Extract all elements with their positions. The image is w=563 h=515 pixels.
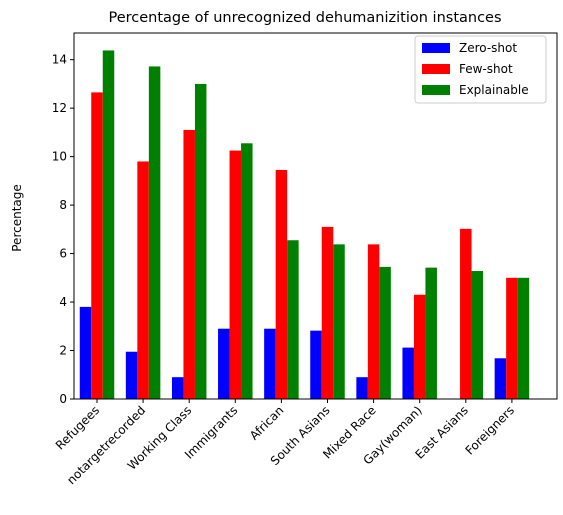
bar-explainable-1: [148, 66, 161, 399]
bar-explainable-0: [102, 50, 115, 399]
bar-few-shot-3: [229, 150, 242, 399]
legend-label-explainable: Explainable: [459, 83, 529, 97]
bar-zero-shot-1: [125, 351, 138, 399]
bar-few-shot-4: [275, 169, 288, 399]
y-tick-label-2: 2: [59, 344, 67, 358]
bar-few-shot-5: [321, 226, 334, 399]
y-tick-label-14: 14: [52, 53, 67, 67]
y-tick-label-8: 8: [59, 198, 67, 212]
bar-few-shot-8: [460, 228, 472, 399]
bar-zero-shot-4: [264, 328, 276, 399]
bar-explainable-9: [517, 277, 530, 399]
y-tick-label-0: 0: [59, 392, 67, 406]
y-tick-label-4: 4: [59, 295, 67, 309]
legend-swatch-zero-shot: [422, 43, 450, 53]
legend-label-few-shot: Few-shot: [459, 62, 513, 76]
bar-zero-shot-2: [171, 377, 184, 399]
y-tick-label-10: 10: [52, 150, 67, 164]
legend-swatch-explainable: [422, 85, 450, 95]
bar-few-shot-1: [137, 161, 149, 399]
bar-few-shot-0: [91, 92, 103, 400]
x-tick-label-0: Refugees: [53, 403, 102, 452]
bar-zero-shot-6: [356, 377, 368, 399]
bars-group: [79, 50, 530, 400]
legend-label-zero-shot: Zero-shot: [459, 41, 517, 55]
bar-explainable-8: [471, 271, 484, 399]
y-axis-ticks: 0 2 4 6 8 10 12 14: [52, 53, 74, 406]
bar-zero-shot-5: [310, 330, 322, 399]
legend-swatch-few-shot: [422, 64, 450, 74]
bar-few-shot-9: [506, 277, 518, 399]
y-tick-label-6: 6: [59, 247, 67, 261]
y-axis-label: Percentage: [10, 184, 24, 252]
bar-explainable-3: [241, 143, 253, 399]
bar-explainable-5: [333, 244, 345, 399]
bar-zero-shot-0: [79, 306, 92, 399]
x-tick-label-1: notargetrecorded: [64, 403, 148, 487]
legend: Zero-shot Few-shot Explainable: [414, 35, 547, 104]
bar-explainable-6: [379, 266, 391, 399]
bar-explainable-2: [194, 83, 207, 399]
bar-zero-shot-9: [494, 358, 507, 399]
x-tick-label-9: Foreigners: [463, 403, 517, 457]
bar-zero-shot-7: [402, 347, 414, 399]
bar-few-shot-6: [367, 244, 380, 399]
bar-explainable-7: [425, 267, 437, 399]
bar-zero-shot-3: [218, 328, 230, 399]
x-tick-label-4: African: [247, 403, 286, 442]
bar-few-shot-7: [413, 294, 426, 399]
bar-few-shot-2: [183, 129, 195, 399]
plot-frame: [73, 32, 558, 400]
y-tick-label-12: 12: [52, 101, 67, 115]
chart-title: Percentage of unrecognized dehumanizitio…: [108, 10, 501, 26]
bar-explainable-4: [287, 240, 299, 399]
